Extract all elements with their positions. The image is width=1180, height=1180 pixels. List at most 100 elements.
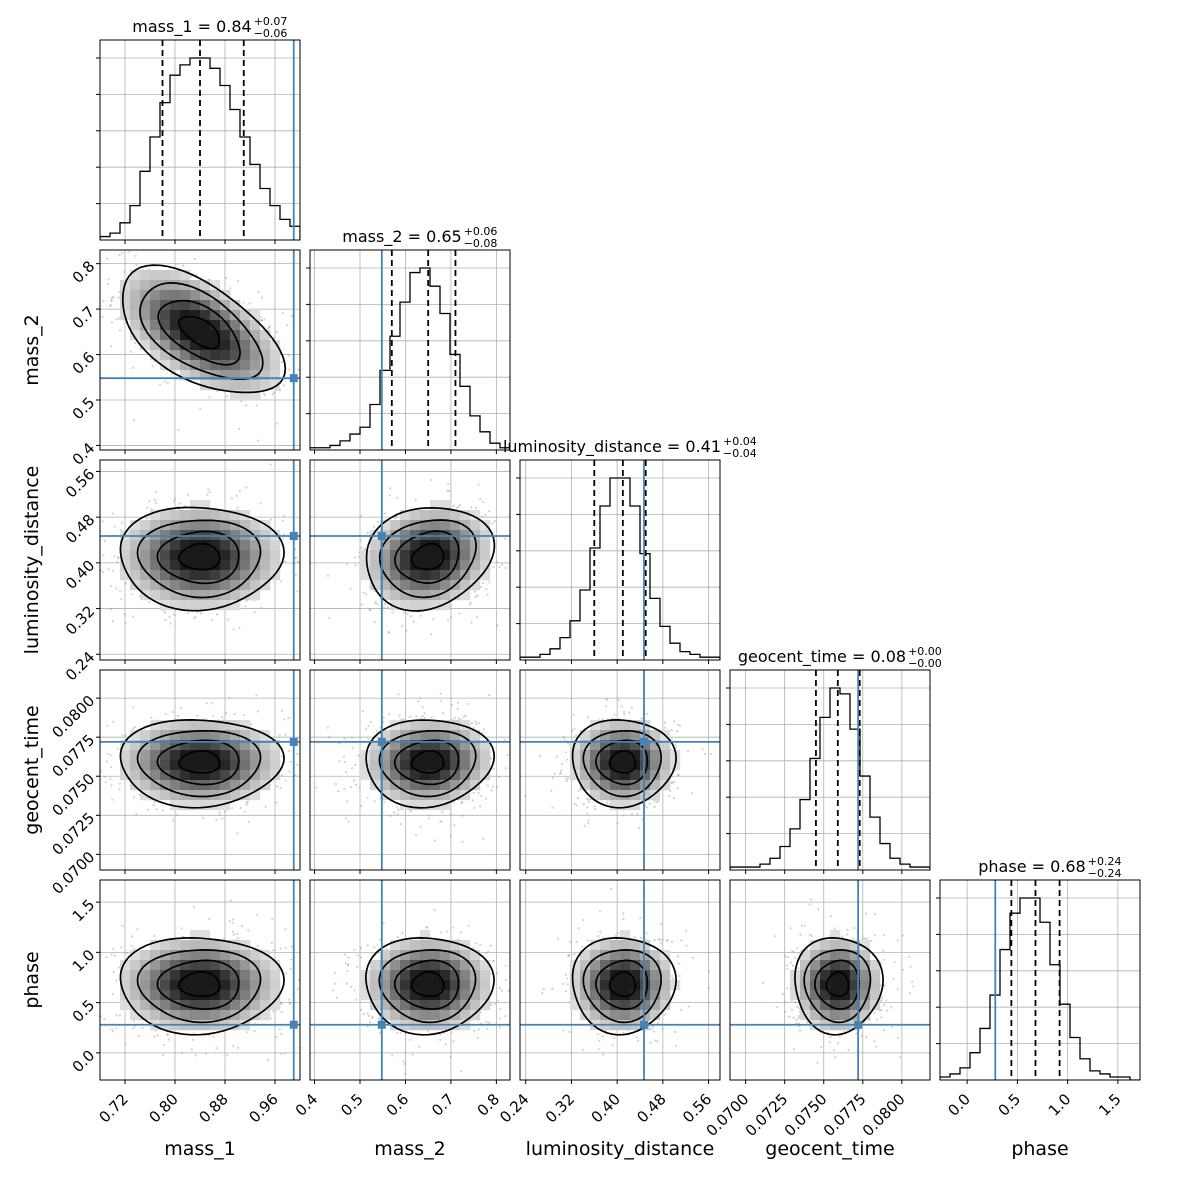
sample-point	[375, 730, 378, 733]
sample-point	[513, 546, 515, 548]
density-cell	[210, 290, 221, 301]
histogram-bin	[230, 110, 240, 240]
grid-lines	[520, 460, 720, 660]
density-cell	[400, 740, 411, 751]
density-cell	[220, 730, 231, 741]
sample-point	[360, 546, 363, 550]
histogram-bin	[110, 233, 120, 240]
density-cell	[450, 790, 461, 801]
density-cell	[160, 750, 171, 761]
density-cell	[170, 280, 181, 291]
sample-point	[301, 749, 303, 751]
sample-point	[235, 494, 238, 497]
density-cell	[430, 580, 441, 591]
sample-point	[485, 588, 488, 591]
sample-point	[255, 404, 258, 407]
density-cell	[170, 600, 181, 611]
density-cell	[210, 600, 221, 611]
contour-line	[378, 519, 477, 599]
density-cell	[240, 770, 251, 781]
sample-point	[565, 777, 568, 780]
histogram-bin	[820, 717, 830, 870]
sample-point	[248, 302, 251, 305]
sample-point	[670, 738, 673, 741]
contour-line	[157, 299, 241, 366]
sample-point	[323, 390, 325, 392]
sample-point	[288, 368, 291, 371]
density-cell	[140, 780, 151, 791]
contour-line	[136, 729, 262, 798]
density-cell	[240, 520, 251, 531]
density-cell	[180, 740, 191, 751]
sample-point	[559, 772, 562, 775]
density-cell	[260, 550, 271, 561]
sample-point	[383, 603, 386, 606]
density-cell	[450, 760, 461, 771]
sample-point	[500, 563, 503, 566]
sample-point	[482, 837, 485, 840]
contour-line	[378, 729, 477, 798]
density-cell	[230, 790, 241, 801]
sample-point	[267, 327, 270, 330]
density-cell	[170, 320, 181, 331]
density-cell	[190, 600, 201, 611]
density-cell	[210, 760, 221, 771]
histogram-bin	[1060, 1004, 1070, 1080]
sample-point	[154, 491, 157, 494]
panel-frame	[99, 249, 301, 451]
sample-point	[571, 729, 574, 733]
sample-point	[488, 510, 491, 513]
sample-point	[238, 490, 241, 493]
density-cell	[180, 310, 191, 321]
sample-point	[259, 502, 262, 505]
sample-point	[128, 278, 131, 281]
contour-line	[178, 542, 221, 571]
sample-point	[575, 734, 578, 737]
density-cell	[230, 390, 241, 401]
sample-point	[369, 720, 372, 724]
density-cell	[270, 340, 281, 351]
density-cell	[140, 560, 151, 571]
sample-point	[676, 723, 680, 726]
sample-point	[565, 779, 568, 783]
density-cell	[120, 560, 131, 571]
sample-point	[229, 287, 232, 290]
sample-point	[182, 264, 185, 267]
sample-point	[461, 814, 464, 817]
density-cell	[160, 740, 171, 751]
sample-point	[240, 400, 243, 403]
sample-point	[419, 825, 422, 828]
sample-point	[560, 769, 563, 772]
density-cell	[240, 760, 251, 771]
density-cell	[360, 570, 371, 581]
truth-marker	[289, 532, 298, 540]
sample-point	[396, 813, 399, 816]
density-cell	[270, 350, 281, 361]
sample-point	[113, 525, 116, 528]
sample-point	[218, 813, 221, 817]
panel-title-mass_1: mass_1 = 0.84	[132, 17, 251, 37]
density-cell	[430, 780, 441, 791]
density-cell	[410, 800, 421, 811]
sample-point	[480, 585, 483, 589]
sample-point	[135, 263, 138, 266]
sample-point	[133, 342, 136, 345]
density-cell	[200, 590, 211, 601]
density-cells	[120, 500, 281, 611]
density-cell	[460, 740, 471, 751]
sample-point	[129, 350, 132, 353]
density-cell	[200, 580, 211, 591]
density-cell	[200, 510, 211, 521]
density-cell	[420, 560, 431, 571]
histogram-bin	[350, 434, 360, 450]
sample-point	[343, 760, 346, 764]
density-cell	[150, 730, 161, 741]
density-cell	[480, 560, 491, 571]
density-cell	[190, 800, 201, 811]
sample-point	[512, 784, 514, 786]
density-cell	[230, 360, 241, 371]
density-cell	[210, 380, 221, 391]
sample-point	[353, 711, 355, 713]
sample-point	[366, 531, 369, 535]
density-cell	[240, 350, 251, 361]
